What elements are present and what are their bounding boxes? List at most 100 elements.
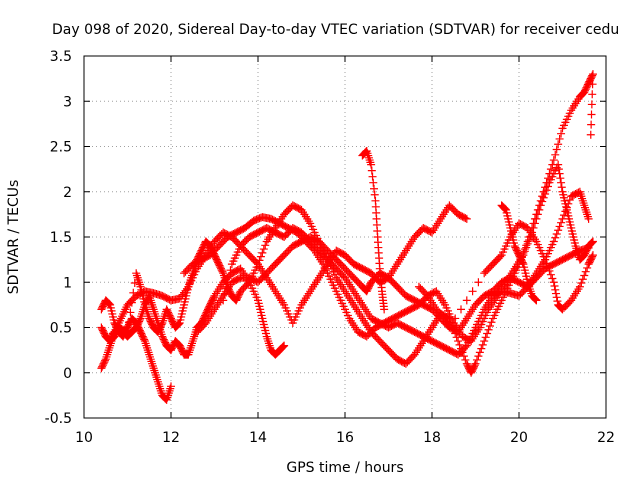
data-point	[532, 214, 541, 223]
data-point	[588, 90, 597, 99]
x-tick-label: 20	[510, 430, 528, 446]
y-tick-label: 1.5	[50, 230, 72, 246]
data-point	[475, 348, 484, 357]
data-point	[588, 252, 597, 261]
data-point	[367, 166, 376, 175]
data-point	[496, 252, 505, 261]
data-point	[226, 266, 235, 275]
data-point	[553, 297, 562, 306]
data-point	[554, 160, 563, 169]
data-point	[549, 278, 558, 287]
data-point	[565, 196, 574, 205]
data-point	[588, 251, 597, 260]
data-point	[588, 70, 597, 79]
y-tick-label: 1	[63, 275, 72, 291]
data-point	[259, 245, 268, 254]
data-point	[122, 327, 131, 336]
data-point	[533, 210, 542, 219]
data-point	[557, 183, 566, 192]
data-point	[501, 205, 510, 214]
data-point	[126, 308, 135, 317]
series-track-10	[497, 201, 541, 305]
data-point	[471, 359, 480, 368]
data-point	[487, 318, 496, 327]
data-point	[481, 333, 490, 342]
data-point	[555, 169, 564, 178]
data-point	[575, 282, 584, 291]
data-point	[578, 275, 587, 284]
y-tick-label: 2.5	[50, 140, 72, 156]
data-point	[459, 352, 468, 361]
y-tick-label: 3.5	[50, 49, 72, 65]
series-track-8	[358, 147, 389, 314]
data-point	[584, 243, 593, 252]
data-point	[542, 259, 551, 268]
data-point	[445, 323, 454, 332]
data-point	[123, 328, 132, 337]
data-point	[474, 352, 483, 361]
data-point	[478, 340, 487, 349]
data-point	[444, 321, 453, 330]
data-point	[461, 214, 470, 223]
data-point	[535, 205, 544, 214]
data-point	[523, 239, 532, 248]
data-point	[545, 266, 554, 275]
data-point	[562, 203, 571, 212]
data-point	[104, 299, 113, 308]
data-point	[520, 247, 529, 256]
y-axis-title: SDTVAR / TECUs	[6, 180, 22, 295]
data-point	[140, 335, 149, 344]
series-track-5	[180, 160, 597, 346]
y-tick-label: -0.5	[45, 411, 72, 427]
data-point	[472, 355, 481, 364]
data-point	[256, 252, 265, 261]
data-point	[380, 305, 389, 314]
data-point	[278, 343, 287, 352]
x-tick-label: 18	[423, 430, 441, 446]
y-tick-label: 3	[63, 94, 72, 110]
data-point	[541, 255, 550, 264]
data-point	[157, 320, 166, 329]
data-point	[101, 356, 110, 365]
data-point	[254, 260, 262, 269]
data-point	[530, 294, 539, 303]
data-point	[559, 211, 568, 220]
x-tick-label: 12	[162, 430, 180, 446]
data-point	[105, 300, 114, 309]
data-point	[470, 361, 479, 370]
chart-title: Day 098 of 2020, Sidereal Day-to-day VTE…	[52, 22, 619, 38]
data-markers	[97, 70, 597, 404]
data-point	[530, 219, 539, 228]
data-point	[483, 329, 492, 338]
data-point	[554, 226, 563, 235]
data-point	[531, 295, 540, 304]
data-point	[468, 287, 477, 296]
data-point	[555, 222, 564, 231]
data-point	[550, 282, 559, 291]
data-point	[546, 165, 555, 174]
x-axis-title: GPS time / hours	[286, 460, 403, 476]
data-point	[258, 248, 267, 257]
data-point	[588, 238, 597, 247]
data-point	[588, 80, 597, 89]
data-point	[557, 178, 566, 187]
series-track-9	[414, 219, 597, 332]
data-point	[370, 190, 379, 199]
data-point	[581, 267, 590, 276]
data-point	[588, 237, 597, 246]
data-point	[174, 320, 183, 329]
data-point	[225, 272, 233, 281]
data-point	[551, 289, 560, 298]
data-point	[544, 182, 552, 191]
data-point	[588, 71, 597, 80]
data-point	[587, 100, 596, 109]
data-point	[174, 319, 183, 328]
data-point	[532, 296, 541, 305]
data-point	[544, 263, 552, 272]
data-point	[564, 199, 573, 208]
data-point	[261, 241, 270, 250]
y-axis-ticks: -0.5 0 0.5 1 1.5 2 2.5 3 3.5	[45, 49, 606, 427]
data-point	[124, 318, 133, 327]
data-point	[549, 237, 558, 246]
